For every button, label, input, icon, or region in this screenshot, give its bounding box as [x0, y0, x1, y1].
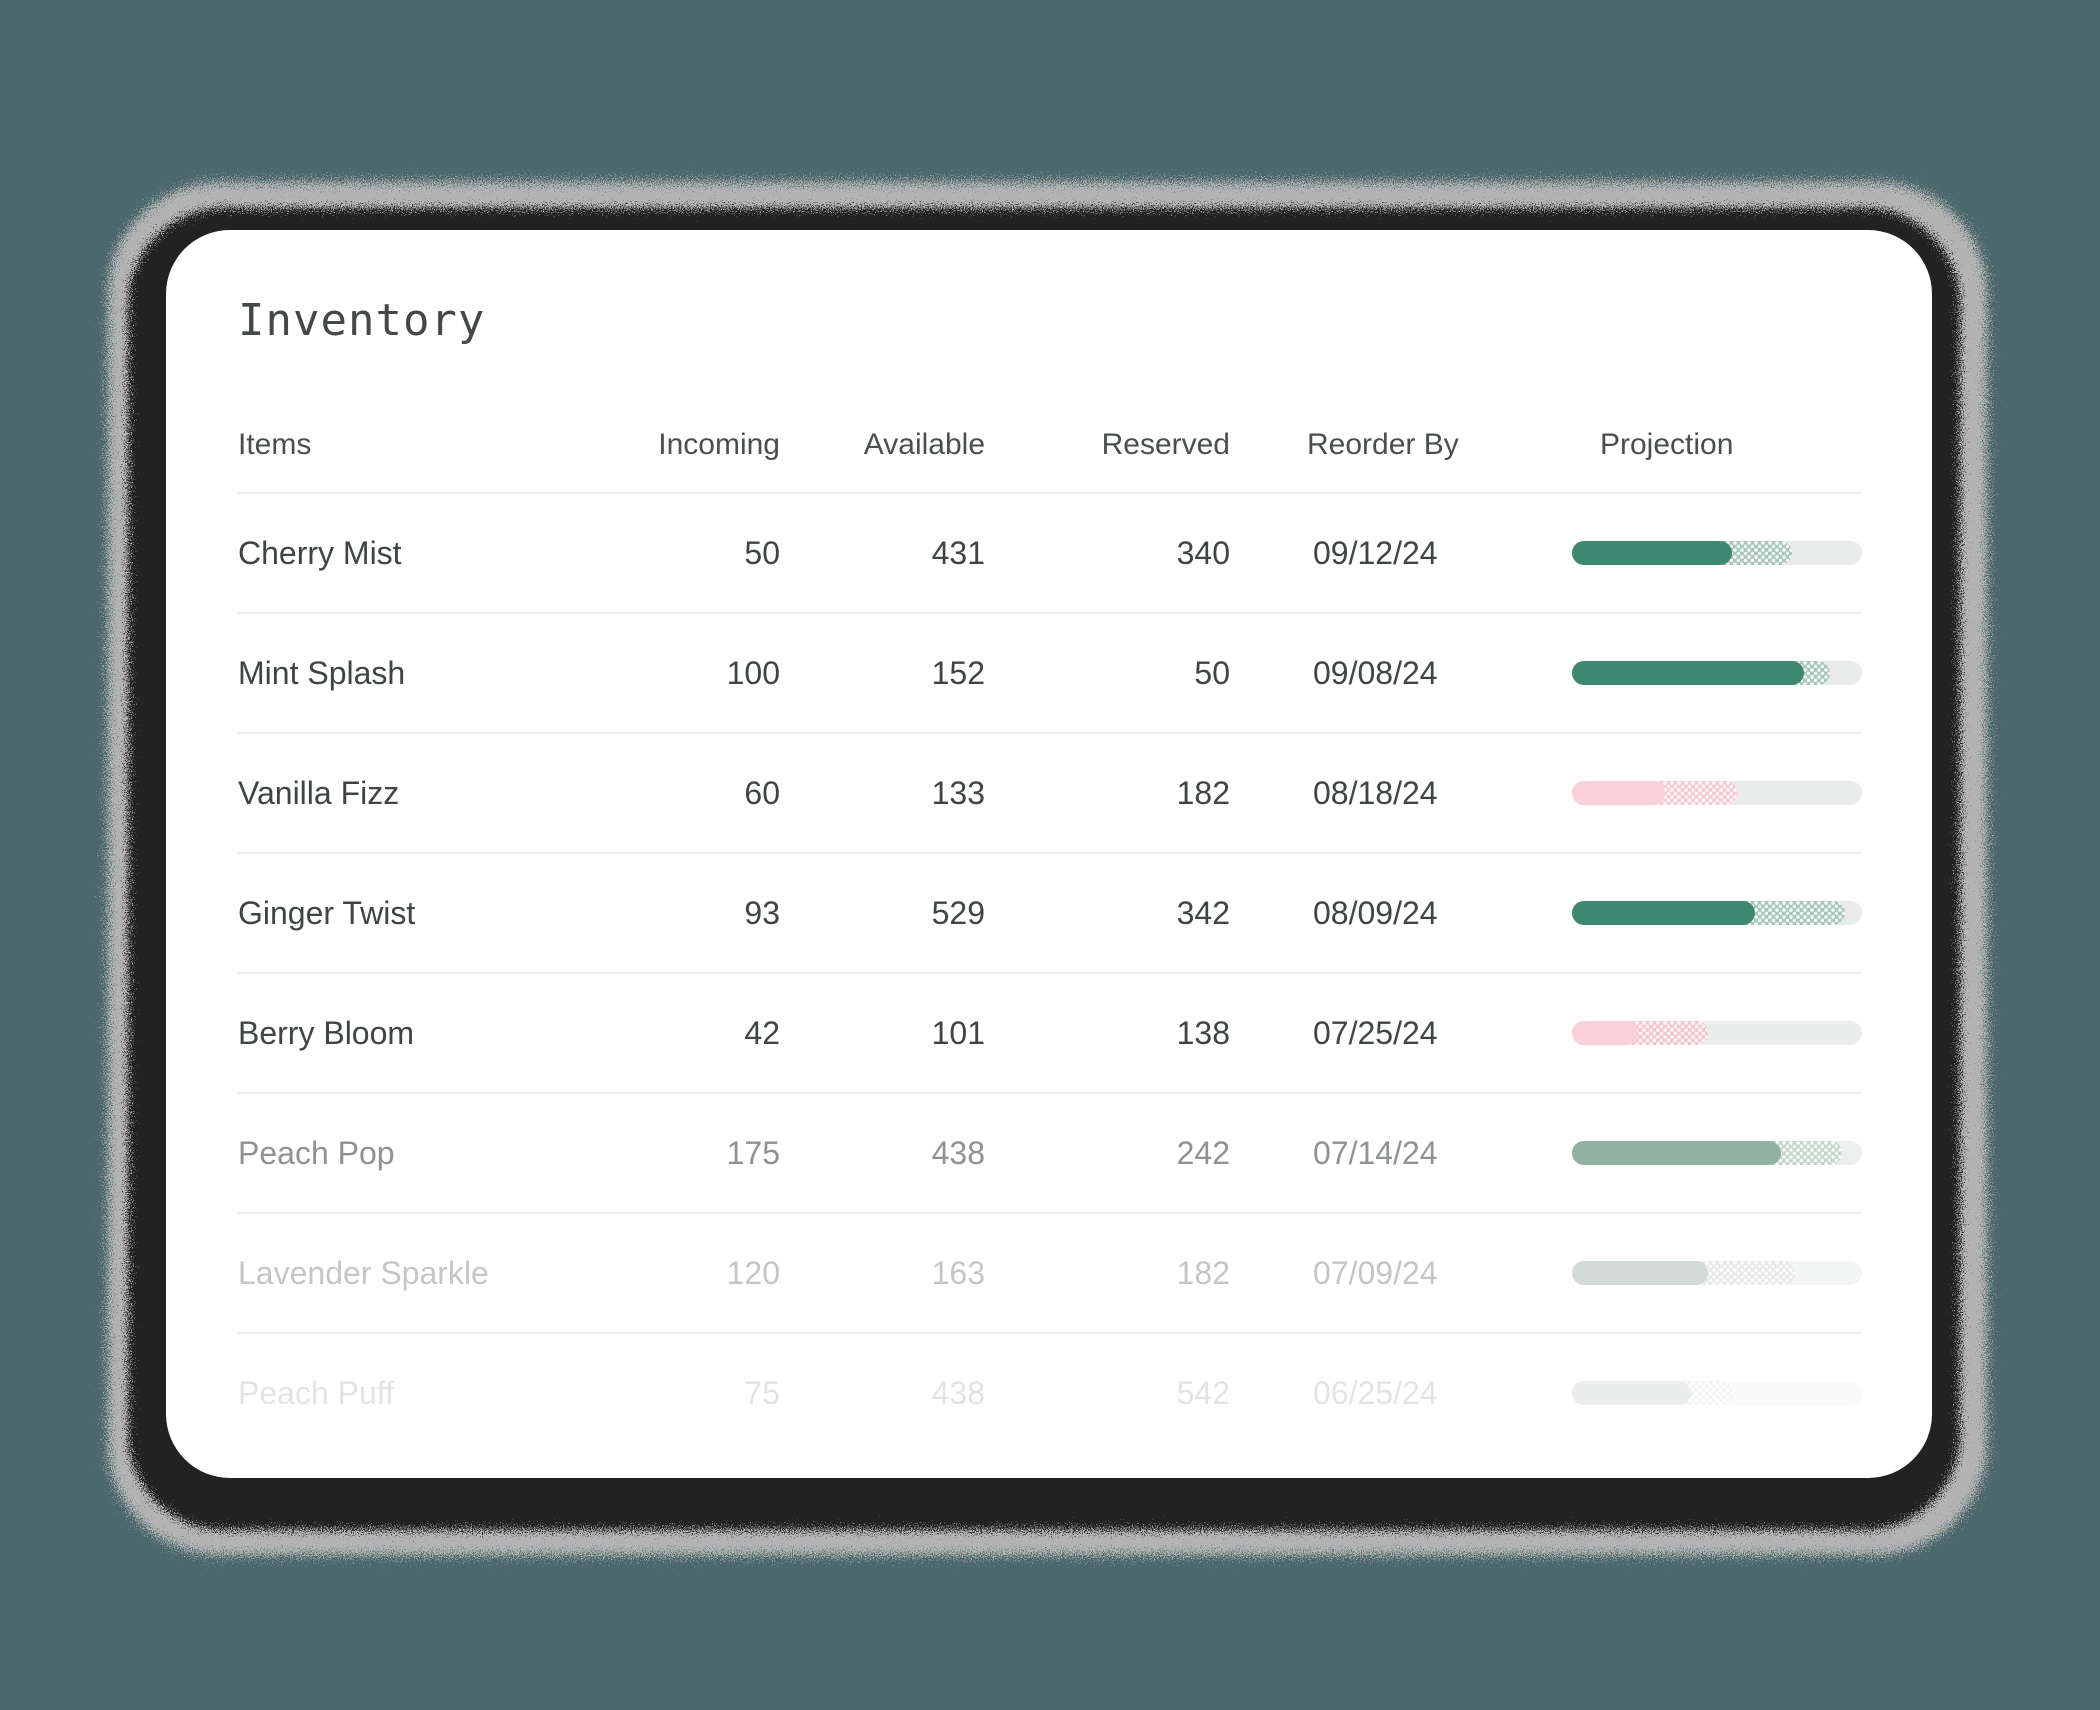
projection-solid-segment: [1572, 541, 1732, 565]
projection-cell: [1572, 1261, 1862, 1285]
table-row[interactable]: Vanilla Fizz 60 133 182 08/18/24: [238, 734, 1862, 854]
table-body: Cherry Mist 50 431 340 09/12/24 Mint Spl…: [238, 494, 1862, 1452]
reorder-by-value: 09/08/24: [1313, 654, 1438, 691]
projection-solid-segment: [1572, 1381, 1691, 1405]
incoming-value: 75: [744, 1374, 780, 1411]
projection-solid-segment: [1572, 901, 1755, 925]
column-header-reorder-by: Reorder By: [1307, 428, 1459, 461]
projection-cell: [1572, 661, 1862, 685]
reorder-by-value: 06/25/24: [1313, 1374, 1438, 1411]
reorder-by-value: 07/25/24: [1313, 1014, 1438, 1051]
available-value: 152: [931, 654, 985, 691]
table-row[interactable]: Lavender Sparkle 120 163 182 07/09/24: [238, 1214, 1862, 1334]
available-value: 101: [931, 1014, 985, 1051]
reserved-value: 50: [1194, 654, 1230, 691]
projection-cell: [1572, 541, 1862, 565]
item-name: Ginger Twist: [238, 894, 416, 931]
projection-cell: [1572, 781, 1862, 805]
item-name: Peach Pop: [238, 1134, 395, 1171]
reserved-value: 340: [1176, 534, 1230, 571]
incoming-value: 175: [726, 1134, 780, 1171]
item-name: Peach Puff: [238, 1374, 394, 1411]
table-row[interactable]: Ginger Twist 93 529 342 08/09/24: [238, 854, 1862, 974]
reserved-value: 182: [1176, 774, 1230, 811]
available-value: 133: [931, 774, 985, 811]
projection-solid-segment: [1572, 1021, 1639, 1045]
incoming-value: 93: [744, 894, 780, 931]
projection-solid-segment: [1572, 1141, 1781, 1165]
inventory-card: Inventory Items Incoming Available Reser…: [166, 230, 1932, 1478]
item-name: Cherry Mist: [238, 534, 402, 571]
projection-solid-segment: [1572, 781, 1665, 805]
reserved-value: 242: [1176, 1134, 1230, 1171]
table-row[interactable]: Mint Splash 100 152 50 09/08/24: [238, 614, 1862, 734]
projection-bar: [1572, 781, 1862, 805]
reorder-by-value: 08/18/24: [1313, 774, 1438, 811]
column-header-available: Available: [863, 428, 985, 461]
projection-cell: [1572, 1381, 1862, 1405]
available-value: 438: [931, 1374, 985, 1411]
available-value: 529: [931, 894, 985, 931]
reorder-by-value: 07/09/24: [1313, 1254, 1438, 1291]
column-header-reserved: Reserved: [1101, 428, 1230, 461]
available-value: 431: [931, 534, 985, 571]
incoming-value: 50: [744, 534, 780, 571]
page-title: Inventory: [238, 295, 486, 346]
projection-solid-segment: [1572, 661, 1804, 685]
reserved-value: 542: [1176, 1374, 1230, 1411]
table-row[interactable]: Berry Bloom 42 101 138 07/25/24: [238, 974, 1862, 1094]
inventory-table: Items Incoming Available Reserved Reorde…: [238, 344, 1862, 1452]
reorder-by-value: 09/12/24: [1313, 534, 1438, 571]
incoming-value: 60: [744, 774, 780, 811]
item-name: Lavender Sparkle: [238, 1254, 489, 1291]
projection-bar: [1572, 1141, 1862, 1165]
projection-solid-segment: [1572, 1261, 1709, 1285]
reorder-by-value: 07/14/24: [1313, 1134, 1438, 1171]
column-header-projection: Projection: [1600, 428, 1734, 461]
projection-bar: [1572, 1381, 1862, 1405]
available-value: 163: [931, 1254, 985, 1291]
reserved-value: 138: [1176, 1014, 1230, 1051]
item-name: Berry Bloom: [238, 1014, 415, 1051]
available-value: 438: [931, 1134, 985, 1171]
incoming-value: 120: [726, 1254, 780, 1291]
column-header-incoming: Incoming: [658, 428, 780, 461]
projection-bar: [1572, 901, 1862, 925]
reorder-by-value: 08/09/24: [1313, 894, 1438, 931]
projection-bar: [1572, 1261, 1862, 1285]
projection-cell: [1572, 901, 1862, 925]
table-row[interactable]: Cherry Mist 50 431 340 09/12/24: [238, 494, 1862, 614]
reserved-value: 182: [1176, 1254, 1230, 1291]
table-row[interactable]: Peach Puff 75 438 542 06/25/24: [238, 1334, 1862, 1452]
incoming-value: 100: [726, 654, 780, 691]
projection-bar: [1572, 541, 1862, 565]
reserved-value: 342: [1176, 894, 1230, 931]
projection-bar: [1572, 1021, 1862, 1045]
item-name: Mint Splash: [238, 654, 406, 691]
projection-bar: [1572, 661, 1862, 685]
incoming-value: 42: [744, 1014, 780, 1051]
table-header-row: Items Incoming Available Reserved Reorde…: [238, 344, 1862, 494]
projection-cell: [1572, 1141, 1862, 1165]
projection-cell: [1572, 1021, 1862, 1045]
item-name: Vanilla Fizz: [238, 774, 400, 811]
column-header-items: Items: [238, 428, 312, 461]
table-row[interactable]: Peach Pop 175 438 242 07/14/24: [238, 1094, 1862, 1214]
